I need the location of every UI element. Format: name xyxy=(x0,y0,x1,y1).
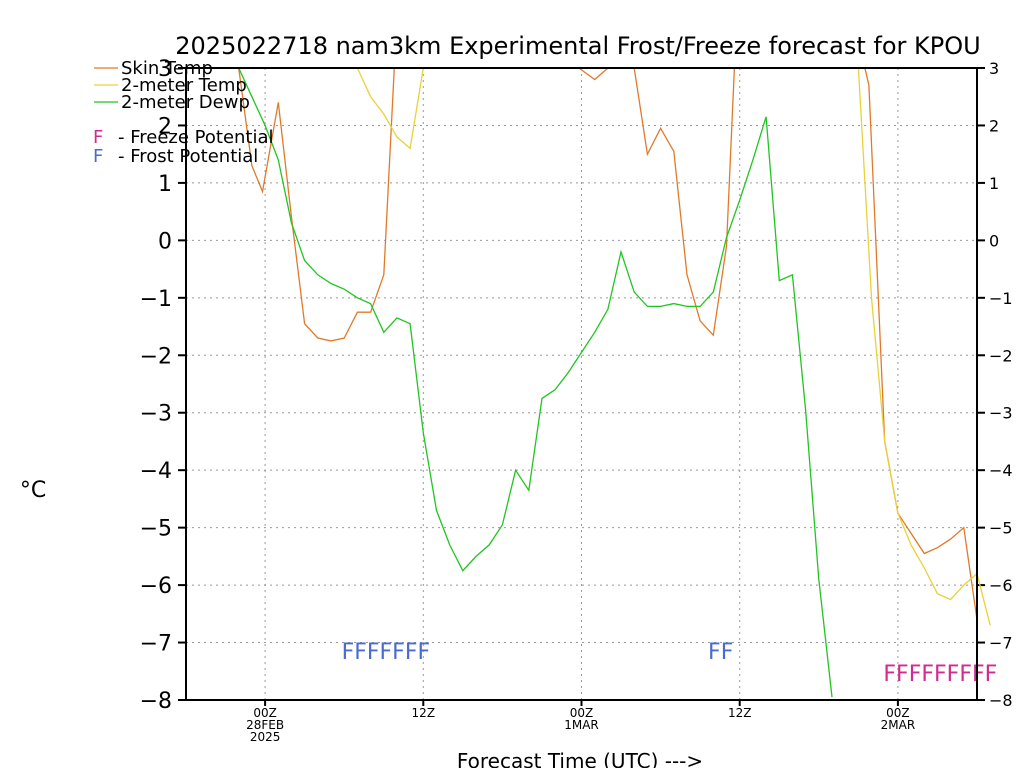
y-tick-label-right: −5 xyxy=(989,519,1013,538)
y-tick-label-right: −1 xyxy=(989,289,1013,308)
legend-label: 2-meter Temp xyxy=(121,75,247,96)
y-tick-label-right: 3 xyxy=(989,59,999,78)
x-tick-label: 2025 xyxy=(250,730,281,744)
y-tick-label-left: −5 xyxy=(140,517,172,542)
y-tick-label-right: −7 xyxy=(989,634,1013,653)
x-tick-label: 00Z xyxy=(886,706,910,720)
y-tick-label-right: −3 xyxy=(989,404,1013,423)
series-lines xyxy=(238,67,991,698)
series-line xyxy=(238,67,833,698)
y-tick-label-right: −2 xyxy=(989,346,1013,365)
y-tick-label-left: −4 xyxy=(140,459,172,484)
y-tick-label-left: −3 xyxy=(140,402,172,427)
x-axis-label: Forecast Time (UTC) ---> xyxy=(457,749,703,768)
y-tick-label-right: 1 xyxy=(989,174,999,193)
frost-potential-marks: FF xyxy=(708,640,733,665)
y-tick-label-left: 3 xyxy=(158,57,172,82)
y-tick-label-left: −6 xyxy=(140,574,172,599)
plot-frame xyxy=(185,67,978,701)
y-tick-label-right: −8 xyxy=(989,691,1013,710)
y-tick-label-right: 0 xyxy=(989,231,999,250)
x-tick-label: 28FEB xyxy=(246,718,284,732)
legend-potential-label: - Freeze Potential xyxy=(118,127,274,148)
legend-potential-symbol: F xyxy=(93,146,103,167)
y-tick-label-left: −7 xyxy=(140,632,172,657)
grid-lines xyxy=(186,68,977,700)
y-tick-label-right: 2 xyxy=(989,116,999,135)
x-tick-label: 1MAR xyxy=(564,718,599,732)
y-axis-left: 3 2 1 0 −1 −2 −3 −4 −5 −6 −7 −8 xyxy=(140,57,186,714)
y-tick-label-left: −8 xyxy=(140,689,172,714)
x-tick-label: 00Z xyxy=(253,706,277,720)
frost-potential-marks: FFFFFFF xyxy=(342,640,431,665)
freeze-potential-marks: FFFFFFFFF xyxy=(883,662,997,687)
y-tick-label-left: 1 xyxy=(158,172,172,197)
legend-label: Skin Temp xyxy=(121,58,213,79)
x-tick-label: 00Z xyxy=(570,706,594,720)
chart-title: 2025022718 nam3km Experimental Frost/Fre… xyxy=(175,32,980,60)
legend-label: 2-meter Dewp xyxy=(121,92,250,113)
y-axis-label: °C xyxy=(20,478,46,503)
y-tick-label-right: −6 xyxy=(989,576,1013,595)
x-tick-label: 12Z xyxy=(728,706,752,720)
legend-potential-label: - Frost Potential xyxy=(118,146,258,167)
legend-potential-symbol: F xyxy=(93,127,103,148)
y-axis-right: 3 2 1 0 −1 −2 −3 −4 −5 −6 −7 −8 xyxy=(977,59,1013,710)
series-line xyxy=(238,67,991,626)
y-tick-label-right: −4 xyxy=(989,461,1013,480)
x-tick-label: 2MAR xyxy=(881,718,916,732)
x-tick-label: 12Z xyxy=(412,706,436,720)
y-tick-label-left: −2 xyxy=(140,344,172,369)
series-line xyxy=(238,67,978,620)
y-tick-label-left: −1 xyxy=(140,287,172,312)
y-tick-label-left: 2 xyxy=(158,114,172,139)
y-tick-label-left: 0 xyxy=(158,229,172,254)
